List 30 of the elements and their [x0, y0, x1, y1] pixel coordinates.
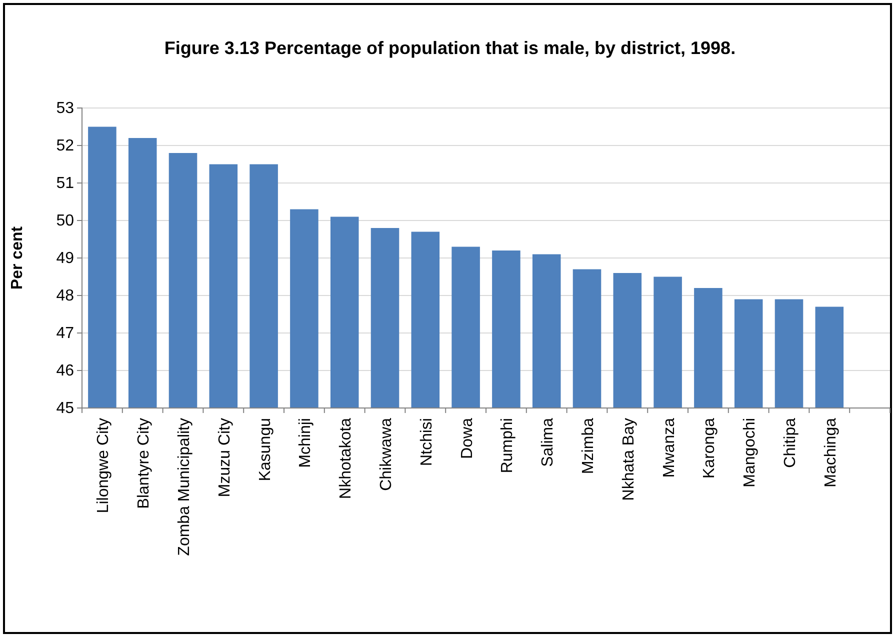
- y-tick-label: 45: [56, 400, 74, 418]
- y-tick-label: 46: [56, 362, 74, 380]
- x-tick-label: Mwanza: [660, 418, 678, 478]
- y-tick-label: 47: [56, 325, 74, 342]
- x-tick-label: Kasungu: [256, 418, 274, 482]
- x-tick-label: Machinga: [822, 418, 840, 488]
- x-tick-label: Dowa: [458, 418, 476, 459]
- x-tick-label: Nkhata Bay: [620, 418, 638, 501]
- y-tick-label: 51: [56, 175, 74, 192]
- x-tick-label: Ntchisi: [418, 418, 436, 466]
- x-tick-label: Salima: [540, 418, 557, 467]
- x-tick-label: Nkhotakota: [338, 418, 355, 499]
- y-tick-label: 50: [56, 212, 74, 230]
- x-tick-label: Blantyre City: [136, 418, 153, 509]
- y-axis-title: Per cent: [9, 226, 26, 290]
- x-tick-label: Karonga: [701, 418, 718, 478]
- x-tick-label: Lilongwe City: [95, 418, 112, 514]
- y-tick-label: 52: [56, 138, 74, 155]
- x-tick-label: Mangochi: [742, 418, 759, 488]
- y-tick-label: 53: [56, 100, 74, 118]
- chart-title: Figure 3.13 Percentage of population that is male, by district, 1998.: [164, 38, 736, 58]
- x-tick-label: Mchinji: [297, 418, 314, 468]
- y-tick-label: 48: [56, 288, 74, 305]
- x-tick-label: Chitipa: [782, 418, 799, 468]
- x-tick-label: Chikwawa: [378, 418, 395, 491]
- y-tick-label: 49: [56, 250, 74, 268]
- x-tick-label: Mzuzu City: [216, 418, 234, 498]
- x-tick-label: Zomba Municipality: [176, 418, 193, 556]
- x-tick-label: Mzimba: [580, 418, 597, 474]
- x-tick-label: Rumphi: [499, 418, 516, 474]
